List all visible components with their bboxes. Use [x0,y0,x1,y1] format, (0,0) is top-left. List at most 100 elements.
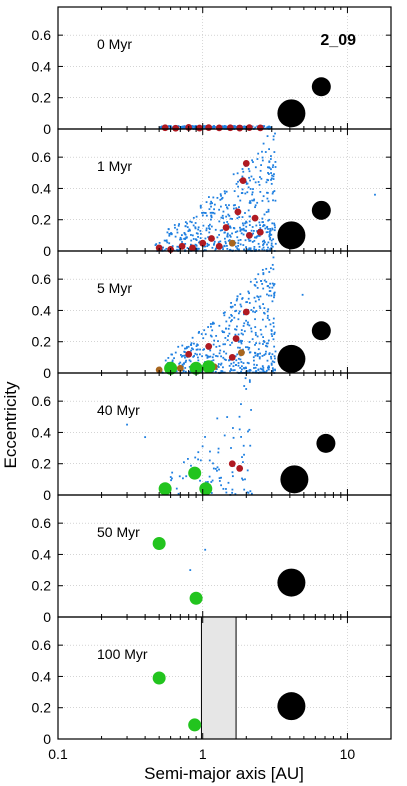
planetesimal-point [270,333,273,335]
planetesimal-point [162,246,165,249]
planetesimal-point [178,249,181,251]
planetesimal-point [227,239,230,242]
planetesimal-point [274,132,276,135]
planetesimal-point [254,334,257,336]
planetesimal-point [270,172,272,174]
planetesimal-point [253,367,255,369]
planetesimal-point [263,312,266,315]
planetesimal-point [190,342,193,345]
planetesimal-point [246,301,248,303]
planetesimal-point [239,293,242,296]
planetesimal-point [274,226,276,229]
planetesimal-point [266,243,268,246]
planetesimal-point [231,232,233,235]
planetesimal-point [222,356,225,359]
planetesimal-point [265,280,268,283]
panel-frame [57,6,392,130]
planetesimal-point [235,328,238,331]
planetesimal-point [258,298,260,301]
planetesimal-point [197,356,199,359]
planetesimal-point [207,355,210,358]
planetesimal-point [174,235,177,238]
planetesimal-point [212,353,215,356]
planetesimal-point [208,459,211,462]
embryo-point [226,124,234,132]
grid [57,7,391,129]
planetesimal-point [178,475,181,478]
embryo-point [242,308,250,316]
planetesimal-point [240,332,243,335]
planetesimal-point [238,428,241,431]
planetesimal-point [175,487,178,490]
planetesimal-point [267,308,270,311]
planetesimal-point [240,228,243,231]
planetesimal-point [269,267,272,270]
planet-point [152,536,166,550]
planetesimal-point [198,241,200,244]
planetesimal-point [201,445,204,448]
planetesimal-point [239,339,242,342]
planetesimal-point [195,239,198,241]
planetesimal-point [170,233,173,236]
planetesimal-point [199,479,201,482]
planetesimal-point [237,340,240,343]
planetesimal-point [254,278,257,280]
planetesimal-point [258,183,261,186]
planetesimal-point [180,354,182,356]
y-tick-label: 0.2 [32,90,52,106]
planetesimal-point [194,222,197,224]
planetesimal-point [248,369,251,372]
planetesimal-point [223,434,226,437]
planetesimal-point [219,240,222,243]
planetesimal-point [253,296,256,299]
y-tick-label: 0.6 [32,149,52,165]
planetesimal-point [235,183,238,185]
axes-text-layer: Eccentricity Semi-major axis [AU] 2_09 [1,32,356,783]
planetesimal-point [180,234,183,237]
panel-time-label: 1 Myr [97,158,132,174]
planetesimal-point [217,447,220,450]
planetesimal-point [220,205,222,208]
planetesimal-point [206,245,209,248]
planetesimal-point [215,355,217,357]
planetesimal-point [271,228,274,231]
giant-planet-point [277,568,306,597]
planetesimal-point [228,316,231,319]
planetesimal-point [230,313,233,316]
planetesimal-point [179,236,182,239]
planetesimal-point [262,366,265,369]
planetesimal-point [261,240,264,243]
planetesimal-point [245,388,248,390]
planetesimal-point [226,416,229,418]
planetesimal-point [273,296,275,299]
planetesimal-point [269,236,272,239]
planetesimal-point [240,329,243,331]
planetesimal-point [210,225,213,228]
planetesimal-point [245,246,247,249]
y-tick-label: 0.2 [32,334,52,350]
planetesimal-point [242,461,244,464]
panel-0: 0 0.2 0.4 0.6 0 Myr [32,6,392,137]
planetesimal-point [256,355,259,357]
planetesimal-point [246,191,249,194]
planetesimal-point [260,280,263,282]
planetesimal-point [263,307,266,310]
planetesimal-point [265,342,268,345]
embryo-point [236,124,244,132]
planetesimal-point [234,355,237,358]
planetesimal-point [225,215,228,218]
planetesimal-point [205,227,208,230]
embryo-point [228,353,236,361]
planetesimal-point [225,125,228,128]
planetesimal-point [203,348,205,351]
planetesimal-point [234,303,236,306]
planetesimal-point [263,354,266,356]
planetesimal-point [244,212,246,214]
planetesimal-point [260,164,263,166]
planetesimal-point [256,201,259,204]
planetesimal-point [259,328,262,331]
planetesimal-point [234,310,237,313]
planetesimal-point [222,366,224,369]
planetesimal-point [239,239,242,241]
planetesimal-point [197,235,199,238]
